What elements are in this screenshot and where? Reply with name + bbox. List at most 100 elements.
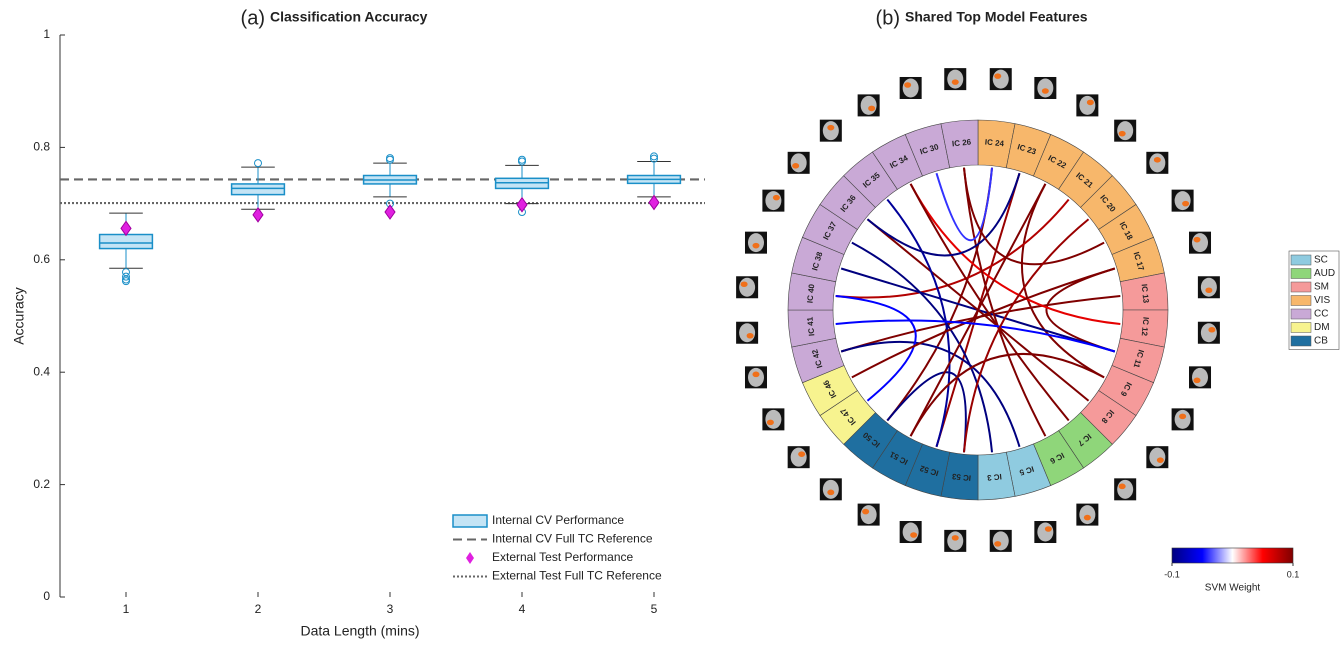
brain-activation bbox=[767, 420, 774, 426]
brain-activation bbox=[827, 490, 834, 496]
brain-activation bbox=[1119, 131, 1126, 137]
segment-label: IC 12 bbox=[1140, 316, 1151, 336]
brain-slice bbox=[823, 480, 839, 499]
brain-activation bbox=[1119, 484, 1126, 490]
segment-label: IC 40 bbox=[806, 283, 817, 303]
legend-swatch bbox=[1291, 269, 1311, 279]
legend-label: SM bbox=[1314, 282, 1329, 293]
brain-slice bbox=[861, 96, 877, 115]
legend-label: Internal CV Full TC Reference bbox=[492, 532, 653, 546]
x-tick-label: 3 bbox=[387, 602, 394, 616]
y-tick-label: 0.8 bbox=[33, 140, 50, 154]
brain-activation bbox=[1087, 100, 1094, 106]
x-tick-label: 5 bbox=[651, 602, 658, 616]
brain-activation bbox=[952, 79, 959, 85]
chord bbox=[964, 219, 1089, 452]
legend-swatch bbox=[453, 515, 487, 527]
chart-title: Shared Top Model Features bbox=[905, 9, 1088, 25]
brain-activation bbox=[773, 195, 780, 201]
brain-slice bbox=[1149, 153, 1165, 172]
brain-slice bbox=[1117, 121, 1133, 140]
brain-slice bbox=[947, 531, 963, 550]
brain-activation bbox=[1179, 414, 1186, 420]
legend-swatch bbox=[1291, 336, 1311, 346]
brain-activation bbox=[952, 535, 959, 541]
y-tick-label: 0.4 bbox=[33, 364, 50, 378]
external-point bbox=[121, 221, 131, 235]
brain-activation bbox=[792, 163, 799, 169]
outlier bbox=[123, 278, 130, 285]
brain-activation bbox=[862, 509, 869, 515]
brain-activation bbox=[827, 125, 834, 131]
brain-activation bbox=[994, 541, 1001, 547]
legend-swatch bbox=[1291, 255, 1311, 265]
brain-slice bbox=[1175, 410, 1191, 429]
y-tick-label: 0.2 bbox=[33, 477, 50, 491]
brain-activation bbox=[1194, 237, 1201, 243]
brain-slice bbox=[993, 70, 1009, 89]
legend-label: External Test Performance bbox=[492, 550, 634, 564]
brain-slice bbox=[1201, 323, 1217, 342]
box bbox=[100, 235, 153, 249]
brain-slice bbox=[739, 323, 755, 342]
outlier bbox=[519, 156, 526, 163]
brain-slice bbox=[861, 505, 877, 524]
outlier bbox=[387, 155, 394, 162]
outlier bbox=[519, 158, 526, 165]
brain-activation bbox=[1182, 201, 1189, 207]
brain-slice bbox=[1175, 191, 1191, 210]
brain-activation bbox=[904, 82, 911, 88]
brain-slice bbox=[1037, 78, 1053, 97]
brain-slice bbox=[1192, 368, 1208, 387]
brain-slice bbox=[765, 410, 781, 429]
legend-label: Internal CV Performance bbox=[492, 513, 624, 527]
legend-label: VIS bbox=[1314, 295, 1330, 306]
x-tick-label: 4 bbox=[519, 602, 526, 616]
brain-activation bbox=[868, 106, 875, 112]
segment-label: IC 3 bbox=[986, 472, 1002, 482]
outlier bbox=[387, 156, 394, 163]
brain-activation bbox=[1208, 327, 1215, 333]
y-tick-label: 0.6 bbox=[33, 252, 50, 266]
colorbar bbox=[1172, 548, 1293, 563]
brain-activation bbox=[747, 333, 754, 339]
brain-slice bbox=[748, 233, 764, 252]
external-point bbox=[649, 195, 659, 209]
x-tick-label: 2 bbox=[255, 602, 262, 616]
brain-activation bbox=[752, 243, 759, 249]
brain-slice bbox=[1079, 96, 1095, 115]
brain-slice bbox=[947, 70, 963, 89]
brain-slice bbox=[765, 191, 781, 210]
x-tick-label: 1 bbox=[123, 602, 130, 616]
brain-slice bbox=[1117, 480, 1133, 499]
brain-slice bbox=[823, 121, 839, 140]
segment-label: IC 26 bbox=[952, 137, 972, 148]
colorbar-label: SVM Weight bbox=[1205, 583, 1261, 594]
brain-slice bbox=[1201, 278, 1217, 297]
brain-activation bbox=[1045, 526, 1052, 532]
external-point bbox=[253, 208, 263, 222]
chord bbox=[836, 199, 1069, 297]
brain-activation bbox=[1205, 287, 1212, 293]
legend-label: SC bbox=[1314, 255, 1328, 266]
brain-activation bbox=[741, 281, 748, 287]
brain-activation bbox=[1194, 378, 1201, 384]
brain-activation bbox=[1154, 157, 1161, 163]
brain-slice bbox=[739, 278, 755, 297]
segment-label: IC 41 bbox=[805, 316, 816, 336]
brain-slice bbox=[903, 523, 919, 542]
legend-label: DM bbox=[1314, 322, 1330, 333]
brain-slice bbox=[903, 78, 919, 97]
brain-activation bbox=[994, 73, 1001, 79]
colorbar-tick-label: 0.1 bbox=[1287, 569, 1300, 579]
brain-slice bbox=[748, 368, 764, 387]
y-tick-label: 1 bbox=[43, 27, 50, 41]
brain-activation bbox=[910, 532, 917, 538]
brain-activation bbox=[798, 451, 805, 457]
legend-label: CC bbox=[1314, 309, 1328, 320]
brain-slice bbox=[791, 448, 807, 467]
outlier bbox=[255, 160, 262, 167]
legend-swatch bbox=[1291, 282, 1311, 292]
box bbox=[232, 184, 285, 195]
legend-label: AUD bbox=[1314, 268, 1335, 279]
